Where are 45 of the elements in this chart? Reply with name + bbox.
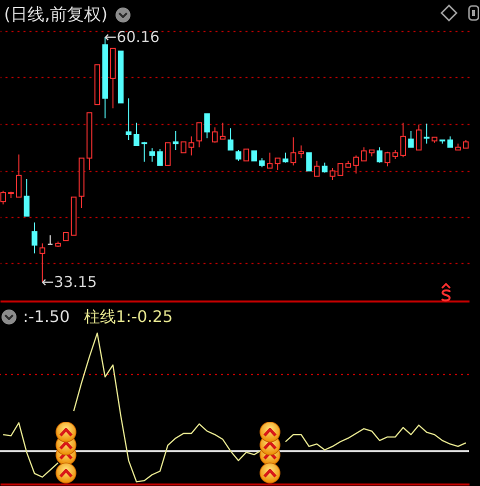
candlestick xyxy=(447,136,454,148)
candlestick xyxy=(180,141,186,154)
candlestick xyxy=(188,136,194,156)
candlestick xyxy=(314,160,320,177)
candlestick xyxy=(149,148,156,162)
candlestick xyxy=(306,152,312,172)
candlestick xyxy=(376,146,382,164)
candlestick xyxy=(47,234,54,245)
candlestick xyxy=(134,122,140,146)
candlestick xyxy=(384,151,390,167)
candlestick xyxy=(298,144,304,159)
candlestick xyxy=(196,122,202,148)
annotation: ←33.15 xyxy=(41,272,97,291)
candlestick xyxy=(164,142,171,166)
candlestick xyxy=(392,149,398,160)
candlestick xyxy=(243,148,250,162)
candlestick xyxy=(330,168,336,180)
candlestick xyxy=(16,154,22,198)
candlestick xyxy=(408,130,414,148)
candlestick xyxy=(24,178,30,217)
candlestick xyxy=(400,122,406,158)
candlestick xyxy=(172,130,179,150)
candlestick xyxy=(32,222,38,254)
candlestick xyxy=(141,141,148,162)
candlestick xyxy=(157,148,163,166)
candlestick xyxy=(204,113,210,139)
text: :-1.50 xyxy=(23,307,70,327)
candlestick xyxy=(212,126,218,144)
candlestick xyxy=(259,158,265,168)
candlestick xyxy=(228,128,234,150)
candlestick xyxy=(361,146,367,162)
candlestick xyxy=(236,149,242,162)
candlestick xyxy=(266,152,273,169)
annotation: ←60.16 xyxy=(104,28,160,46)
candlestick xyxy=(220,122,226,140)
candlestick xyxy=(251,150,257,162)
candlestick xyxy=(416,124,422,150)
text: 柱线1:-0.25 xyxy=(84,307,173,327)
candlestick xyxy=(290,136,296,166)
candlestick xyxy=(322,162,328,174)
candlestick xyxy=(338,163,344,176)
candlestick xyxy=(126,98,132,140)
chart-title: (日线,前复权) xyxy=(4,5,108,25)
candlestick xyxy=(353,154,359,174)
candlestick xyxy=(274,158,280,170)
